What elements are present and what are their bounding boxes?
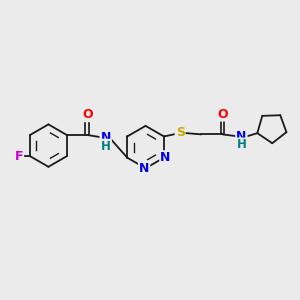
Text: F: F (15, 150, 23, 163)
Text: O: O (217, 108, 228, 121)
Text: S: S (176, 126, 184, 139)
Text: N: N (100, 131, 111, 144)
Text: N: N (139, 162, 149, 175)
Text: H: H (236, 139, 246, 152)
Text: N: N (160, 151, 171, 164)
Text: N: N (236, 130, 247, 143)
Text: H: H (101, 140, 111, 153)
Text: O: O (82, 108, 93, 121)
